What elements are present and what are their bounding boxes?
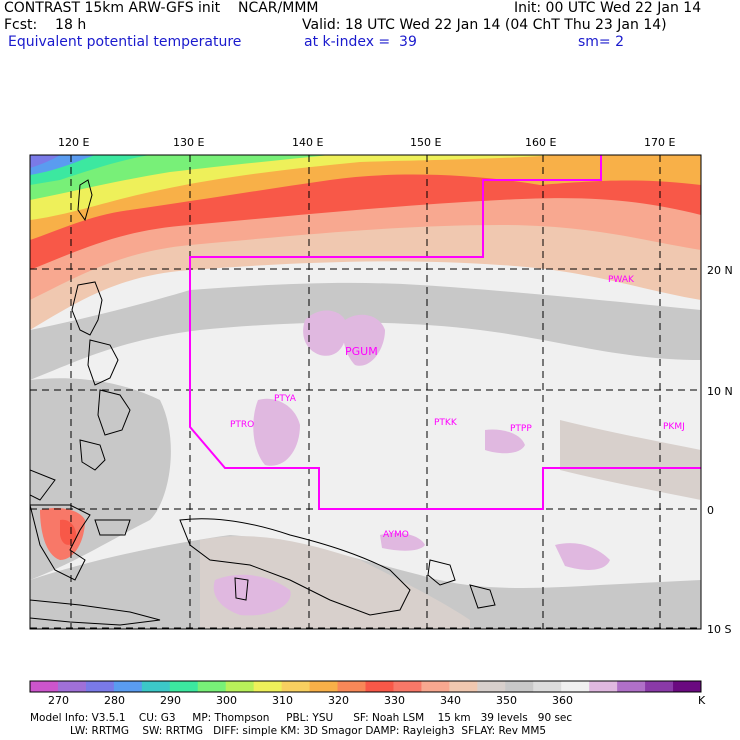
lat-label-10s: 10 S <box>707 623 732 636</box>
colorbar-tick-320: 320 <box>328 694 349 707</box>
colorbar-tick-290: 290 <box>160 694 181 707</box>
lat-label-0: 0 <box>707 504 714 517</box>
init-time: Init: 00 UTC Wed 22 Jan 14 <box>514 0 702 16</box>
lat-label-20n: 20 N <box>707 264 733 277</box>
station-pkmj: PKMJ <box>663 422 685 432</box>
colorbar-tick-350: 350 <box>496 694 517 707</box>
colorbar-swatch <box>561 681 590 692</box>
colorbar-swatch <box>169 681 199 692</box>
colorbar-swatch <box>337 681 366 692</box>
model-info-line1: Model Info: V3.5.1 CU: G3 MP: Thompson P… <box>30 712 573 724</box>
station-ptya: PTYA <box>274 394 297 404</box>
lat-label-10n: 10 N <box>707 385 733 398</box>
station-labels: PWAK PGUM PTYA PTRO PTKK PTPP PKMJ AYMO <box>230 275 685 540</box>
lon-label-140e: 140 E <box>292 136 324 149</box>
colorbar-swatch <box>421 681 450 692</box>
station-ptpp: PTPP <box>510 424 532 434</box>
colorbar-swatch <box>85 681 115 692</box>
lat-lon-grid <box>30 155 701 629</box>
colorbar-swatch <box>393 681 422 692</box>
colorbar-tick-330: 330 <box>384 694 405 707</box>
boundary-line <box>189 155 701 510</box>
colorbar-swatch <box>141 681 171 692</box>
smoothing-label: sm= 2 <box>578 34 625 50</box>
station-ptkk: PTKK <box>434 418 458 428</box>
colorbar-swatch <box>30 681 59 692</box>
colorbar-swatch <box>589 681 618 692</box>
colorbar-tick-340: 340 <box>440 694 461 707</box>
colorbar-swatch <box>113 681 143 692</box>
valid-time: Valid: 18 UTC Wed 22 Jan 14 (04 ChT Thu … <box>302 17 667 33</box>
colorbar-swatch <box>673 681 702 692</box>
colorbar-unit: K <box>698 694 706 707</box>
station-ptro: PTRO <box>230 420 254 430</box>
colorbar-tick-270: 270 <box>48 694 69 707</box>
map-frame <box>29 154 702 630</box>
lon-label-150e: 150 E <box>410 136 442 149</box>
colorbar-swatch <box>533 681 562 692</box>
forecast-hour: Fcst: 18 h <box>4 17 87 33</box>
colorbar-swatch <box>617 681 646 692</box>
colorbar-swatch <box>197 681 227 692</box>
station-aymo: AYMO <box>383 530 409 540</box>
theta-e-field <box>30 155 701 629</box>
colorbar-tick-300: 300 <box>216 694 237 707</box>
colorbar-swatch <box>449 681 478 692</box>
station-pwak: PWAK <box>608 275 635 285</box>
lon-label-130e: 130 E <box>173 136 205 149</box>
colorbar-swatch <box>225 681 255 692</box>
colorbar-swatch <box>477 681 506 692</box>
colorbar-tick-280: 280 <box>104 694 125 707</box>
model-title: CONTRAST 15km ARW-GFS init NCAR/MMM <box>4 0 319 16</box>
colorbar-swatch <box>253 681 283 692</box>
colorbar-swatch <box>505 681 534 692</box>
colorbar-swatch <box>309 681 339 692</box>
colorbar-tick-360: 360 <box>552 694 573 707</box>
colorbar-frame <box>29 680 702 693</box>
colorbar-tick-310: 310 <box>272 694 293 707</box>
lon-label-120e: 120 E <box>58 136 90 149</box>
colorbar-swatch <box>645 681 674 692</box>
colorbar-swatch <box>57 681 87 692</box>
level-label: at k-index = 39 <box>304 34 417 50</box>
colorbar <box>30 681 702 692</box>
coastlines <box>30 179 496 626</box>
lon-label-170e: 170 E <box>644 136 676 149</box>
field-name: Equivalent potential temperature <box>8 34 242 50</box>
lon-label-160e: 160 E <box>525 136 557 149</box>
colorbar-swatch <box>365 681 394 692</box>
colorbar-swatch <box>281 681 311 692</box>
model-info-line2: LW: RRTMG SW: RRTMG DIFF: simple KM: 3D … <box>70 725 547 737</box>
station-pgum: PGUM <box>345 345 378 358</box>
